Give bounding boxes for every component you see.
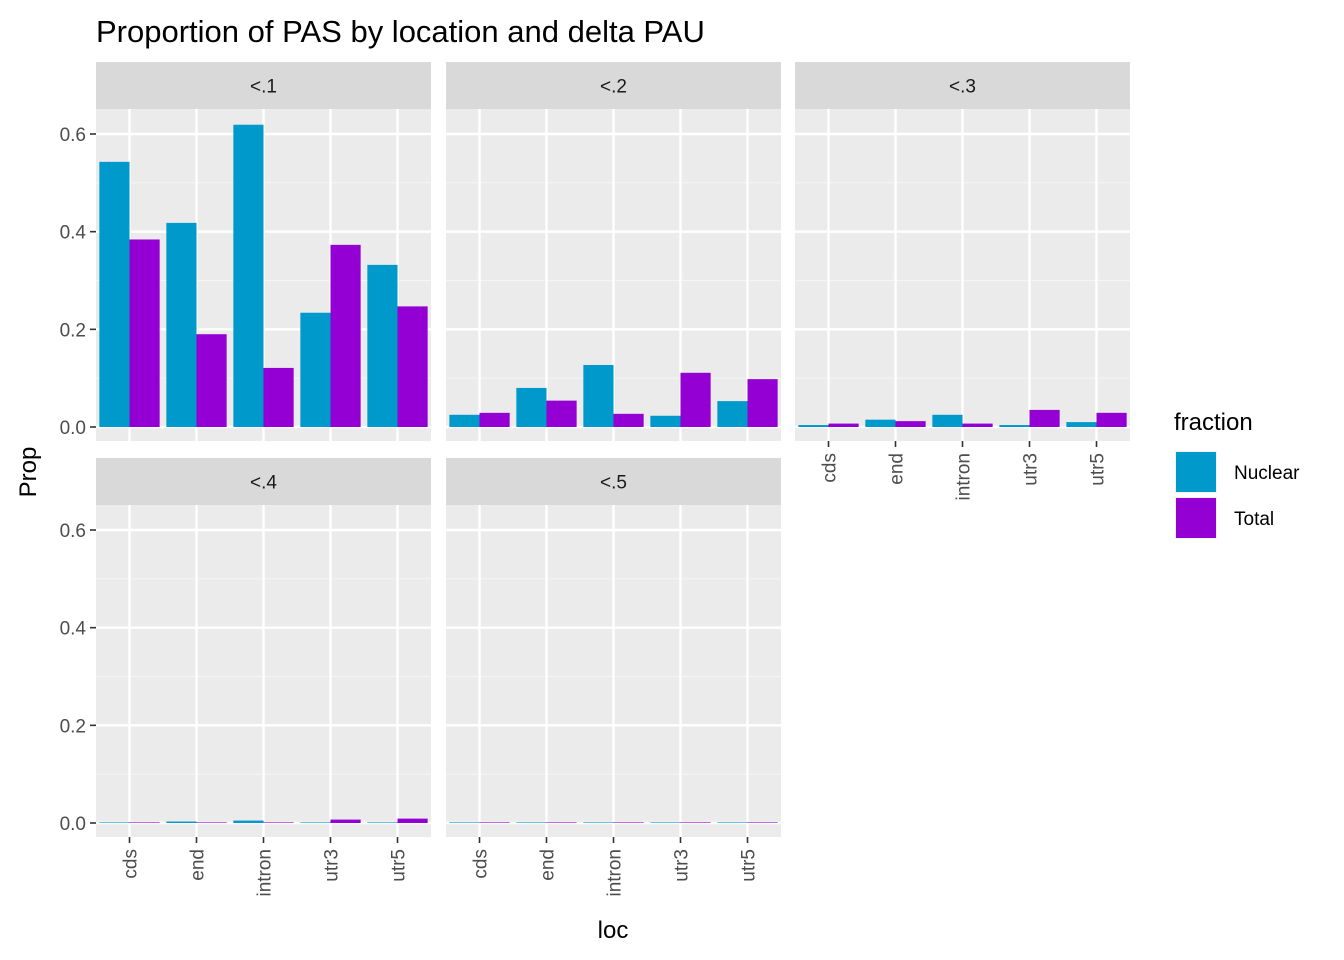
facet-strip-label: <.5	[600, 473, 627, 494]
bar-total	[613, 822, 644, 823]
legend: fraction Nuclear Total	[1174, 409, 1300, 539]
facet-strip-label: <.1	[250, 77, 277, 98]
bar-nuclear	[516, 387, 547, 427]
x-tick-label: utr5	[389, 849, 410, 882]
bar-total	[895, 421, 926, 427]
bar-nuclear	[367, 822, 398, 823]
bar-total	[962, 423, 993, 427]
y-axis-title: Prop	[15, 447, 42, 498]
bar-total	[747, 822, 778, 823]
y-tick-label: 0.0	[60, 814, 86, 835]
bar-total	[613, 413, 644, 427]
facet-strip	[446, 458, 781, 505]
bar-nuclear	[650, 822, 681, 823]
facet-strip-label: <.3	[949, 77, 976, 98]
bar-nuclear	[166, 821, 197, 823]
y-tick-label: 0.4	[60, 223, 87, 244]
bar-nuclear	[233, 820, 264, 823]
facet-strip	[446, 62, 781, 109]
facet-panel: <.4 0.0 0.2 0.4 0.6 cds end intron utr3 utr5	[60, 458, 431, 897]
y-tick-label: 0.6	[60, 521, 86, 542]
bar-total	[330, 819, 361, 823]
bar-nuclear	[516, 822, 547, 823]
bar-total	[263, 822, 294, 823]
bar-total	[546, 822, 577, 823]
facet-strip-label: <.4	[250, 473, 277, 494]
bar-total	[397, 818, 428, 823]
legend-key-total	[1176, 498, 1216, 538]
bar-nuclear	[932, 414, 963, 427]
bar-total	[129, 822, 160, 823]
x-tick-label: intron	[954, 453, 975, 501]
legend-label-total: Total	[1234, 509, 1274, 530]
x-tick-label: utr3	[322, 849, 343, 882]
x-tick-label: utr3	[672, 849, 693, 882]
bar-nuclear	[798, 425, 829, 427]
bar-nuclear	[166, 222, 197, 427]
bar-nuclear	[583, 364, 614, 427]
facet-panel: <.5 cds end intron utr3 utr5	[446, 458, 781, 897]
x-tick-label: utr5	[739, 849, 760, 882]
bar-total	[1029, 409, 1060, 427]
bar-total	[397, 306, 428, 427]
facet-strip	[96, 458, 431, 505]
bar-nuclear	[650, 415, 681, 427]
facet-strip	[96, 62, 431, 109]
bar-nuclear	[233, 124, 264, 427]
bar-nuclear	[449, 414, 480, 427]
x-tick-label: end	[538, 849, 559, 881]
y-tick-label: 0.0	[60, 418, 86, 439]
chart-title: Proportion of PAS by location and delta …	[96, 14, 705, 49]
bar-total	[129, 239, 160, 427]
bar-nuclear	[1066, 422, 1097, 427]
bar-total	[680, 372, 711, 427]
bar-total	[828, 423, 859, 427]
y-tick-label: 0.6	[60, 125, 86, 146]
bar-total	[546, 400, 577, 427]
facet-panels: <.1 0.0 0.2 0.4 0.6 <.2 <.3 cds end intron utr3 utr…	[60, 62, 1130, 897]
bar-nuclear	[717, 822, 748, 823]
y-tick-label: 0.2	[60, 320, 86, 341]
bar-nuclear	[99, 161, 130, 427]
bar-total	[680, 822, 711, 823]
bar-total	[196, 822, 227, 823]
bar-total	[1096, 412, 1127, 427]
bar-total	[479, 822, 510, 823]
facet-panel: <.1 0.0 0.2 0.4 0.6	[60, 62, 431, 441]
x-axis-title: loc	[598, 917, 629, 944]
bar-total	[330, 244, 361, 427]
facet-strip-label: <.2	[600, 77, 627, 98]
bar-nuclear	[717, 401, 748, 427]
x-tick-label: cds	[820, 453, 841, 483]
legend-title: fraction	[1174, 409, 1253, 436]
bar-nuclear	[865, 419, 896, 427]
bar-nuclear	[999, 425, 1030, 427]
x-tick-label: end	[887, 453, 908, 485]
bar-nuclear	[367, 264, 398, 427]
x-tick-label: utr3	[1021, 453, 1042, 486]
legend-label-nuclear: Nuclear	[1234, 463, 1300, 484]
bar-total	[196, 334, 227, 427]
bar-total	[747, 379, 778, 427]
bar-nuclear	[449, 822, 480, 823]
x-tick-label: intron	[255, 849, 276, 897]
x-tick-label: intron	[605, 849, 626, 897]
y-tick-label: 0.2	[60, 716, 86, 737]
bar-nuclear	[99, 822, 130, 823]
x-tick-label: utr5	[1088, 453, 1109, 486]
bar-nuclear	[300, 822, 331, 823]
y-tick-label: 0.4	[60, 619, 87, 640]
bar-total	[263, 367, 294, 427]
facet-panel: <.3 cds end intron utr3 utr5	[795, 62, 1130, 501]
x-tick-label: cds	[471, 849, 492, 879]
x-tick-label: end	[188, 849, 209, 881]
x-tick-label: cds	[121, 849, 142, 879]
facet-panel: <.2	[446, 62, 781, 441]
bar-nuclear	[583, 822, 614, 823]
bar-nuclear	[300, 312, 331, 427]
facet-strip	[795, 62, 1130, 109]
legend-key-nuclear	[1176, 452, 1216, 492]
bar-total	[479, 412, 510, 427]
